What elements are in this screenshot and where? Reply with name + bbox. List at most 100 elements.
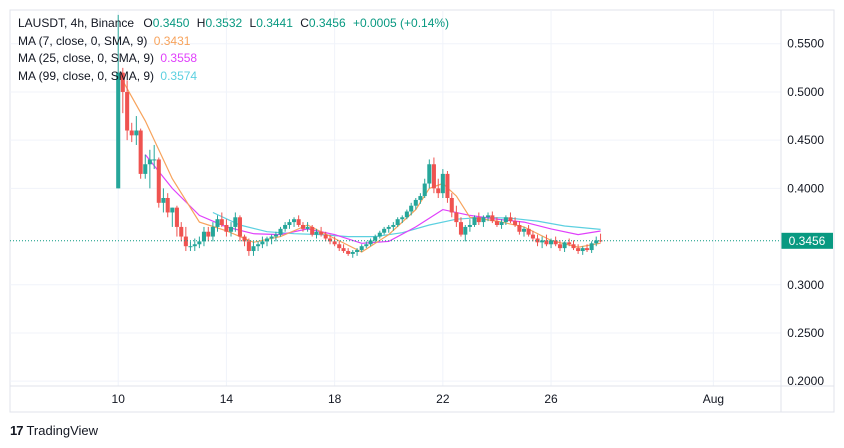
candle-down — [544, 234, 549, 247]
candle-body — [188, 246, 193, 248]
candle-up — [260, 236, 265, 249]
candle-body — [215, 219, 220, 227]
candle-up — [201, 226, 206, 247]
candle-up — [404, 209, 409, 220]
candle-body — [201, 231, 206, 242]
candle-down — [206, 226, 211, 242]
candle-up — [427, 159, 432, 189]
candle-up — [197, 236, 202, 249]
candle-body — [364, 244, 369, 247]
candle-body — [557, 244, 563, 249]
price-tick-label: 0.5500 — [787, 37, 824, 51]
candle-body — [571, 244, 576, 249]
candle-up — [400, 215, 405, 224]
candle-up — [485, 212, 491, 222]
ma25-label: MA (25, close, 0, SMA, 9) — [18, 51, 155, 65]
candle-down — [553, 236, 558, 247]
candle-down — [224, 219, 229, 237]
candle-body — [233, 217, 238, 227]
candle-down — [513, 217, 518, 227]
candle-body — [283, 224, 288, 229]
candle-body — [134, 130, 139, 136]
candle-body — [589, 243, 594, 251]
candle-body — [467, 224, 472, 227]
candle-up — [413, 198, 418, 210]
candle-body — [481, 217, 486, 223]
candle-body — [494, 221, 499, 225]
open-label: O — [143, 16, 153, 30]
candle-down — [571, 240, 576, 251]
ma7-row[interactable]: MA (7, close, 0, SMA, 9) 0.3431 — [18, 33, 449, 51]
candle-body — [206, 231, 211, 237]
candle-body — [553, 240, 558, 245]
candle-body — [431, 164, 436, 189]
candle-body — [544, 240, 549, 245]
candle-up — [472, 215, 477, 227]
time-axis[interactable]: 10 14 18 22 26 Aug — [10, 385, 834, 406]
open-value: 0.3450 — [152, 16, 190, 30]
candle-body — [292, 219, 297, 223]
candle-body — [170, 207, 175, 213]
candle-body — [174, 207, 179, 227]
ma25-row[interactable]: MA (25, close, 0, SMA, 9) 0.3558 — [18, 50, 449, 68]
price-tick-label: 0.2000 — [787, 374, 824, 388]
candle-down — [323, 231, 328, 242]
candle-body — [499, 222, 504, 225]
candle-body — [485, 215, 491, 218]
candle-up — [152, 144, 157, 170]
candle-up — [256, 241, 261, 252]
candle-body — [156, 159, 161, 203]
candle-down — [494, 217, 499, 227]
candle-up — [386, 224, 391, 233]
candle-body — [476, 217, 481, 223]
time-tick-label: 22 — [436, 392, 450, 406]
candle-down — [445, 171, 450, 203]
tradingview-logo-text: TradingView — [26, 423, 99, 438]
candle-down — [296, 215, 301, 227]
candle-body — [530, 234, 535, 239]
candle-up — [355, 248, 360, 256]
candle-up — [215, 215, 220, 232]
candle-up — [359, 244, 364, 252]
candle-down — [431, 157, 436, 194]
candle-body — [197, 241, 202, 245]
candle-down — [490, 211, 495, 224]
candle-up — [188, 241, 193, 252]
candle-body — [116, 72, 121, 189]
candle-body — [323, 234, 328, 239]
tradingview-logo[interactable]: 17 TradingView — [10, 423, 98, 438]
candle-body — [549, 240, 554, 245]
candle-body — [445, 173, 450, 198]
price-tick-label: 0.4500 — [787, 133, 824, 147]
candle-down — [328, 234, 333, 245]
candle-body — [143, 164, 148, 174]
candle-body — [517, 224, 522, 232]
candle-body — [503, 217, 508, 223]
candle-body — [147, 159, 152, 165]
candle-down — [530, 230, 535, 242]
candle-body — [490, 215, 495, 222]
candle-body — [382, 228, 387, 233]
candle-body — [472, 217, 477, 225]
close-value: 0.3456 — [308, 16, 346, 30]
candles — [116, 14, 603, 258]
last-price-label: 0.3456 — [789, 234, 826, 248]
low-label: L — [249, 16, 257, 30]
candle-down — [526, 224, 531, 237]
candle-down — [476, 212, 481, 225]
candle-body — [237, 217, 242, 237]
candle-up — [305, 222, 310, 232]
candle-up — [147, 149, 152, 189]
candle-down — [535, 234, 540, 247]
candle-body — [310, 226, 315, 235]
price-axis[interactable]: 0.5500 0.5000 0.4500 0.4000 0.3000 0.2500 0.20… — [780, 10, 824, 412]
candle-body — [179, 226, 184, 237]
candle-body — [404, 211, 409, 218]
candle-body — [395, 219, 400, 225]
time-tick-label: 26 — [544, 392, 558, 406]
candle-body — [296, 219, 301, 225]
ma99-row[interactable]: MA (99, close, 0, SMA, 9) 0.3574 — [18, 68, 449, 86]
candle-down — [436, 178, 441, 198]
candle-body — [386, 226, 391, 229]
